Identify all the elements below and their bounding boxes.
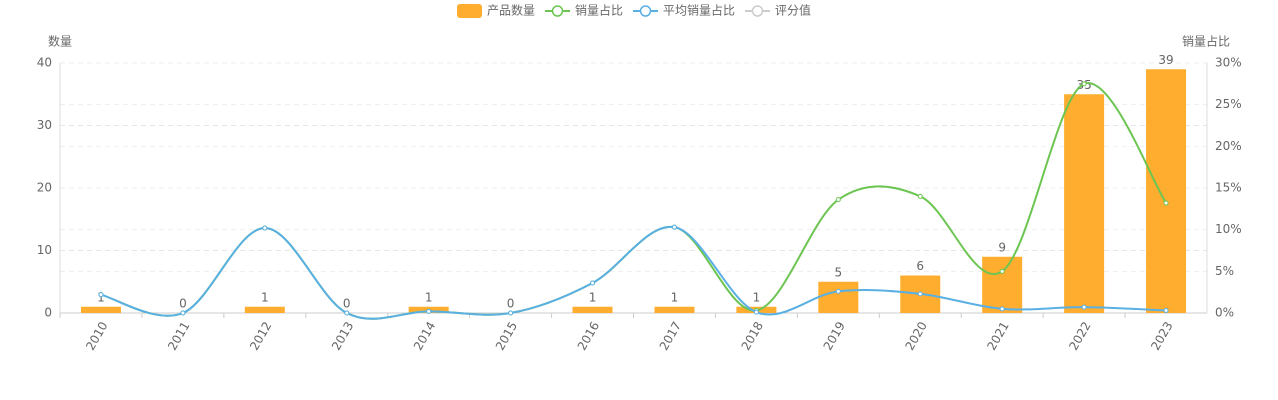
bar-value-label: 1 xyxy=(753,290,761,304)
bar-value-label: 1 xyxy=(97,290,105,304)
y2-tick-label: 25% xyxy=(1215,97,1242,111)
bar xyxy=(1064,94,1105,313)
bar-value-label: 0 xyxy=(343,297,351,311)
legend-swatch xyxy=(551,5,564,17)
legend-swatch xyxy=(751,5,764,17)
y2-tick-label: 5% xyxy=(1215,264,1234,278)
x-tick-label: 2021 xyxy=(984,319,1011,352)
x-tick-label: 2010 xyxy=(83,319,110,352)
legend-label: 产品数量 xyxy=(487,3,535,18)
bar-value-label: 1 xyxy=(589,290,597,304)
line-point xyxy=(344,310,350,316)
x-tick-label: 2019 xyxy=(821,319,848,352)
y2-tick-label: 15% xyxy=(1215,181,1242,195)
bar xyxy=(1146,69,1187,313)
bar-value-label: 0 xyxy=(179,297,187,311)
bar-value-label: 1 xyxy=(425,290,433,304)
line-point xyxy=(999,268,1005,274)
line-point xyxy=(180,310,186,316)
y2-tick-label: 30% xyxy=(1215,56,1242,70)
x-tick-label: 2014 xyxy=(411,319,438,352)
line-point xyxy=(917,193,923,199)
line-point xyxy=(426,308,432,314)
bar xyxy=(244,306,285,313)
bar-value-label: 1 xyxy=(261,290,269,304)
y-tick-label: 30 xyxy=(37,118,52,132)
y2-tick-label: 0% xyxy=(1215,306,1234,320)
bar xyxy=(982,256,1023,313)
line-point xyxy=(835,197,841,203)
legend-item: 销量占比 xyxy=(545,3,623,18)
line-point xyxy=(98,292,104,298)
bar xyxy=(818,281,859,313)
legend-swatch xyxy=(457,4,482,18)
x-tick-label: 2017 xyxy=(657,319,684,352)
y2-tick-label: 10% xyxy=(1215,222,1242,236)
bar-value-label: 5 xyxy=(835,265,843,279)
line-point xyxy=(917,291,923,297)
line-point xyxy=(753,309,759,315)
line-point xyxy=(1163,200,1169,206)
bar xyxy=(654,306,695,313)
legend-item: 评分值 xyxy=(745,3,811,18)
bar xyxy=(572,306,613,313)
x-tick-label: 2012 xyxy=(247,319,274,352)
bar-value-label: 9 xyxy=(998,240,1006,254)
line-point xyxy=(1081,304,1087,310)
line-point xyxy=(262,225,268,231)
bar-value-label: 1 xyxy=(671,290,679,304)
x-tick-label: 2023 xyxy=(1148,319,1175,352)
line-point xyxy=(590,280,596,286)
y-tick-label: 40 xyxy=(37,56,52,70)
x-tick-label: 2016 xyxy=(575,319,602,352)
y-axis-title: 数量 xyxy=(48,34,72,49)
line-point xyxy=(1163,308,1169,313)
line-point xyxy=(671,224,677,230)
x-tick-label: 2018 xyxy=(739,319,766,352)
y-tick-label: 10 xyxy=(37,243,52,257)
legend-item: 产品数量 xyxy=(457,3,535,18)
legend-item: 平均销量占比 xyxy=(633,3,735,18)
line-point xyxy=(508,310,514,316)
legend-label: 销量占比 xyxy=(575,3,623,18)
bar-value-label: 6 xyxy=(916,259,924,273)
legend-label: 评分值 xyxy=(775,3,811,18)
y-tick-label: 20 xyxy=(37,181,52,195)
line-point xyxy=(835,288,841,294)
legend-label: 平均销量占比 xyxy=(663,3,735,18)
legend-swatch xyxy=(639,5,652,17)
x-tick-label: 2013 xyxy=(329,319,356,352)
x-tick-label: 2022 xyxy=(1066,319,1093,352)
x-tick-label: 2015 xyxy=(493,319,520,352)
bar xyxy=(80,306,121,313)
line-point xyxy=(1081,81,1087,87)
bar-value-label: 39 xyxy=(1158,53,1173,67)
y-tick-label: 0 xyxy=(44,306,52,320)
bar-value-label: 0 xyxy=(507,297,515,311)
line-point xyxy=(999,306,1005,312)
y2-axis-title: 销量占比 xyxy=(1182,34,1230,49)
x-tick-label: 2020 xyxy=(902,319,929,352)
y2-tick-label: 20% xyxy=(1215,139,1242,153)
x-tick-label: 2011 xyxy=(165,319,192,352)
